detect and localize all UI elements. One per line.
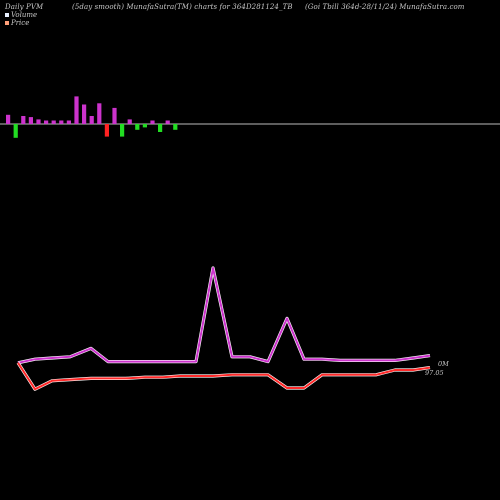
volume-bar (104, 124, 109, 137)
volume-bar (112, 107, 117, 124)
volume-bars (6, 96, 178, 138)
volume-bar (21, 116, 26, 124)
volume-bar (97, 103, 102, 124)
legend-label-volume: Volume (11, 11, 38, 19)
volume-bar (173, 124, 178, 130)
end-label-volume: 0M (438, 360, 449, 368)
volume-bar (74, 96, 79, 124)
volume-bar (44, 120, 49, 124)
volume-bar (82, 104, 87, 124)
chart-title-left: Daily PVM (5, 3, 44, 11)
legend-item-volume: Volume (5, 11, 37, 19)
chart-title-main: (5day smooth) MunafaSutra(TM) charts for… (72, 3, 293, 11)
volume-bar (150, 120, 155, 124)
volume-bar (142, 124, 147, 128)
volume-bar (158, 124, 163, 132)
volume-bar (135, 124, 140, 130)
volume-bar (51, 120, 56, 124)
chart-title-right: (Goi Tbill 364d-28/11/24) MunafaSutra.co… (305, 3, 465, 11)
volume-bar (165, 120, 170, 124)
volume-bar (13, 124, 18, 138)
volume-bar (59, 120, 64, 124)
price-volume-lines (16, 266, 431, 391)
volume-bar (66, 120, 71, 124)
legend-label-price: Price (11, 19, 30, 27)
price-line (17, 362, 431, 391)
legend-swatch-price (5, 21, 9, 25)
end-label-price: 97.05 (425, 369, 444, 377)
volume-bar (120, 124, 125, 137)
legend-swatch-volume (5, 13, 9, 17)
volume-bar (36, 119, 41, 124)
volume-bar (127, 119, 132, 124)
legend-item-price: Price (5, 19, 29, 27)
volume-line (17, 267, 431, 364)
volume-bar (89, 116, 94, 124)
volume-bar (28, 117, 33, 124)
volume-bar (6, 114, 11, 124)
